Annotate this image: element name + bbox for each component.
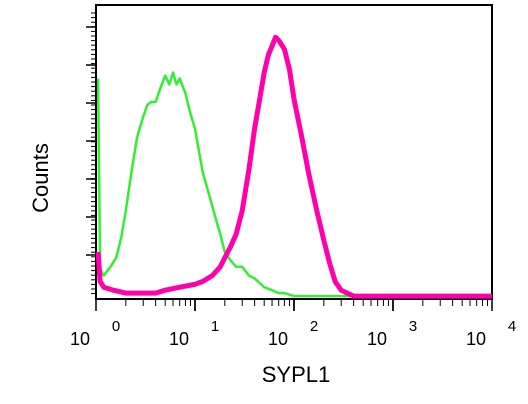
x-axis-ticks [95,299,493,311]
x-axis-label: SYPL1 [262,362,331,387]
plot-frame [95,4,493,300]
x-tick-label: 10 3 [367,318,417,349]
x-tick-exponent: 3 [409,318,417,335]
y-axis-ticks [86,12,96,295]
x-axis-tick-labels: 10 0 10 1 10 2 10 3 10 4 [70,318,516,349]
series-line-2 [95,34,492,299]
x-tick-label: 10 1 [169,318,219,349]
x-tick-exponent: 2 [310,318,318,335]
x-tick-label: 10 4 [466,318,516,349]
y-axis-label: Counts [28,143,53,213]
x-tick-base: 10 [169,329,189,349]
x-tick-base: 10 [466,329,486,349]
series-layer [95,34,492,299]
x-tick-label: 10 2 [268,318,318,349]
x-tick-base: 10 [268,329,288,349]
x-tick-label: 10 0 [70,318,120,349]
x-tick-exponent: 1 [211,318,219,335]
x-tick-exponent: 4 [508,318,516,335]
x-tick-base: 10 [70,329,90,349]
x-tick-exponent: 0 [112,318,120,335]
series-line-1 [96,71,492,298]
x-tick-base: 10 [367,329,387,349]
